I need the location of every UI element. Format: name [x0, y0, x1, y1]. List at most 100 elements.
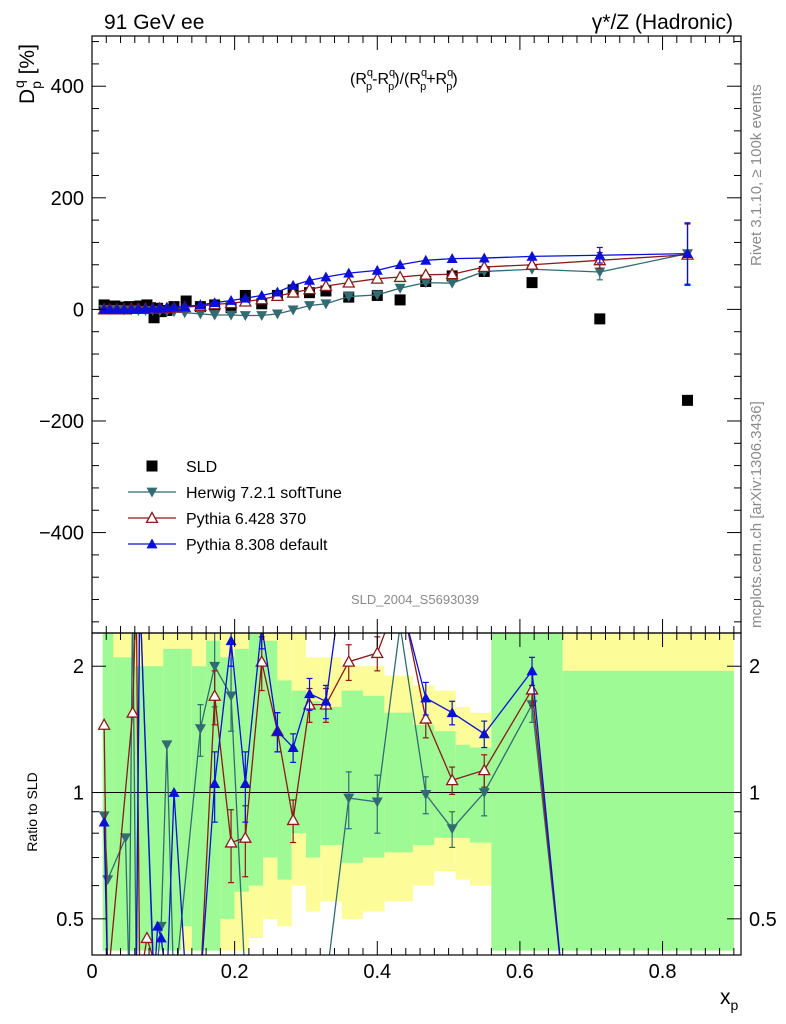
top-pythia-8-308-default-point-19 [304, 274, 316, 285]
top-pythia-6-428-370-point-26 [477, 260, 491, 273]
top-sld-point-37 [682, 394, 694, 406]
ratio-pythia-8-308-default-point-16 [287, 742, 299, 752]
ratio-herwig-7-2-1-softtune-point-22 [395, 621, 406, 631]
ratio-ytick-label-right: 2 [749, 656, 760, 678]
legend-sld-marker [146, 460, 158, 472]
ratio-herwig-7-2-1-softtune-point-4 [127, 588, 138, 598]
top-sld-point-35 [526, 277, 538, 289]
ratio-herwig-7-2-1-softtune-point-13 [225, 691, 237, 702]
legend-sld-label: SLD [186, 459, 217, 476]
ratio-pythia-8-308-default-point-26 [526, 665, 538, 676]
top-sld-point-31 [394, 294, 406, 306]
ratio-herwig-7-2-1-softtune-point-5 [131, 979, 142, 989]
rivet-label: Rivet 3.1.10, ≥ 100k events [748, 84, 765, 266]
top-pythia-8-308-default-point-15 [239, 292, 251, 303]
top-ytick-label: −200 [39, 411, 84, 433]
legend-herwig-7-2-1-softtune-marker [146, 487, 158, 498]
top-pythia-6-428-370-point-25 [445, 267, 459, 280]
ratio-herwig-7-2-1-softtune-point-21 [371, 797, 383, 808]
band-green-23 [562, 670, 635, 951]
ratio-pythia-6-428-370-point-12 [255, 654, 269, 667]
ratio-uncertainty-bands [92, 633, 741, 951]
legend-pythia-6-428-370-marker [145, 511, 159, 524]
ratio-pythia-8-308-default-line [103, 633, 561, 955]
ratio-pythia-8-308-default-point-0 [98, 816, 110, 827]
band-green-12 [291, 690, 306, 834]
band-green-22 [491, 633, 563, 951]
header-left: 91 GeV ee [104, 11, 204, 34]
ratio-herwig-7-2-1-softtune-point-24 [446, 824, 458, 835]
ratio-pythia-6-428-370-point-10 [224, 835, 238, 848]
top-pythia-8-308-default-point-16 [256, 289, 268, 300]
ratio-pythia-8-308-default-point-25 [478, 728, 490, 739]
ratio-herwig-7-2-1-softtune-point-7 [149, 991, 160, 1001]
band-green-4 [181, 648, 192, 927]
top-pythia-8-308-default-point-1 [104, 303, 116, 314]
top-herwig-7-2-1-softtune-point-24 [420, 278, 432, 289]
ratio-pythia-8-308-default-point-23 [420, 692, 432, 703]
top-pythia-8-308-default-point-17 [271, 286, 283, 297]
ratio-pythia-6-428-370-point-6 [156, 978, 167, 988]
ratio-pythia-6-428-370-point-2 [126, 705, 140, 718]
top-pythia-8-308-default-point-12 [194, 299, 206, 310]
band-green-5 [191, 666, 207, 951]
ratio-pythia-6-428-370-point-11 [238, 830, 252, 843]
top-pythia-8-308-default-point-27 [526, 250, 538, 261]
ratio-herwig-7-2-1-softtune-point-27 [557, 979, 568, 989]
band-green-9 [248, 633, 264, 886]
ratio-pythia-8-308-default-point-8 [168, 787, 180, 797]
top-herwig-7-2-1-softtune-point-25 [446, 278, 458, 289]
ratio-pythia-6-428-370-point-5 [140, 931, 154, 944]
top-ylabel-sup: q [11, 80, 27, 88]
band-green-21 [469, 747, 492, 843]
top-sld-point-36 [594, 313, 606, 325]
top-pythia-8-308-default-point-13 [209, 297, 221, 308]
top-pythia-8-308-default-point-26 [478, 252, 490, 263]
xtick-label: 0.8 [649, 961, 677, 983]
top-ytick-label: −400 [39, 523, 84, 545]
ratio-pythia-6-428-370-point-9 [208, 688, 222, 701]
ratio-pythia-8-308-default-point-12 [225, 635, 237, 646]
legend-pythia-8-308-default-marker [146, 538, 158, 549]
top-pythia-8-308-default-point-11 [179, 301, 191, 312]
band-green-3 [163, 648, 182, 951]
top-pythia-6-428-370-point-18 [286, 285, 300, 298]
band-green-11 [277, 680, 292, 880]
ratio-ytick-label-right: 1 [749, 783, 760, 805]
top-herwig-7-2-1-softtune-point-23 [394, 283, 406, 294]
ratio-herwig-7-2-1-softtune-point-19 [320, 979, 331, 989]
top-pythia-6-428-370-point-23 [393, 270, 407, 283]
top-pythia-8-308-default-point-20 [320, 271, 332, 282]
ratio-herwig-7-2-1-softtune-point-15 [256, 979, 267, 989]
ratio-pythia-8-308-default-point-18 [320, 695, 332, 706]
ratio-pythia-6-428-370-point-23 [525, 682, 539, 695]
top-ylabel-sub: p [28, 81, 44, 89]
legend: SLD Herwig 7.2.1 softTune Pythia 6.428 370… [128, 459, 342, 554]
ratio-pythia-6-428-370-point-1 [102, 978, 113, 988]
ratio-pythia-8-308-default-point-4 [149, 978, 160, 988]
top-title: (Rq p-Rq p)/(Rq p+Rq p) [350, 67, 458, 93]
ratio-herwig-7-2-1-softtune-point-20 [343, 793, 355, 804]
ratio-herwig-7-2-1-softtune-point-6 [134, 588, 145, 598]
ratio-herwig-7-2-1-softtune-point-25 [478, 788, 490, 799]
band-green-20 [455, 744, 470, 838]
top-herwig-7-2-1-softtune-point-13 [209, 310, 221, 321]
band-green-17 [384, 712, 413, 853]
band-green-10 [263, 640, 278, 858]
band-green-14 [320, 706, 342, 845]
ratio-pythia-8-308-default-point-10 [195, 978, 206, 988]
top-herwig-7-2-1-softtune-point-22 [371, 290, 383, 301]
top-pythia-8-308-default-point-23 [394, 259, 406, 270]
legend-pythia-6-428-370-label: Pythia 6.428 370 [186, 511, 306, 528]
ratio-herwig-7-2-1-softtune-point-10 [169, 991, 180, 1001]
band-green-24 [634, 670, 734, 951]
ratio-pythia-8-308-default-point-11 [209, 778, 221, 789]
ratio-pythia-6-428-370-point-7 [169, 978, 180, 988]
top-herwig-7-2-1-softtune-point-21 [343, 292, 355, 303]
top-pythia-6-428-370-point-27 [525, 257, 539, 270]
band-green-0 [102, 633, 114, 951]
ratio-pythia-8-308-default-point-2 [131, 978, 142, 988]
ratio-ylabel: Ratio to SLD [24, 772, 40, 851]
top-pythia-6-428-370-point-22 [370, 271, 384, 284]
